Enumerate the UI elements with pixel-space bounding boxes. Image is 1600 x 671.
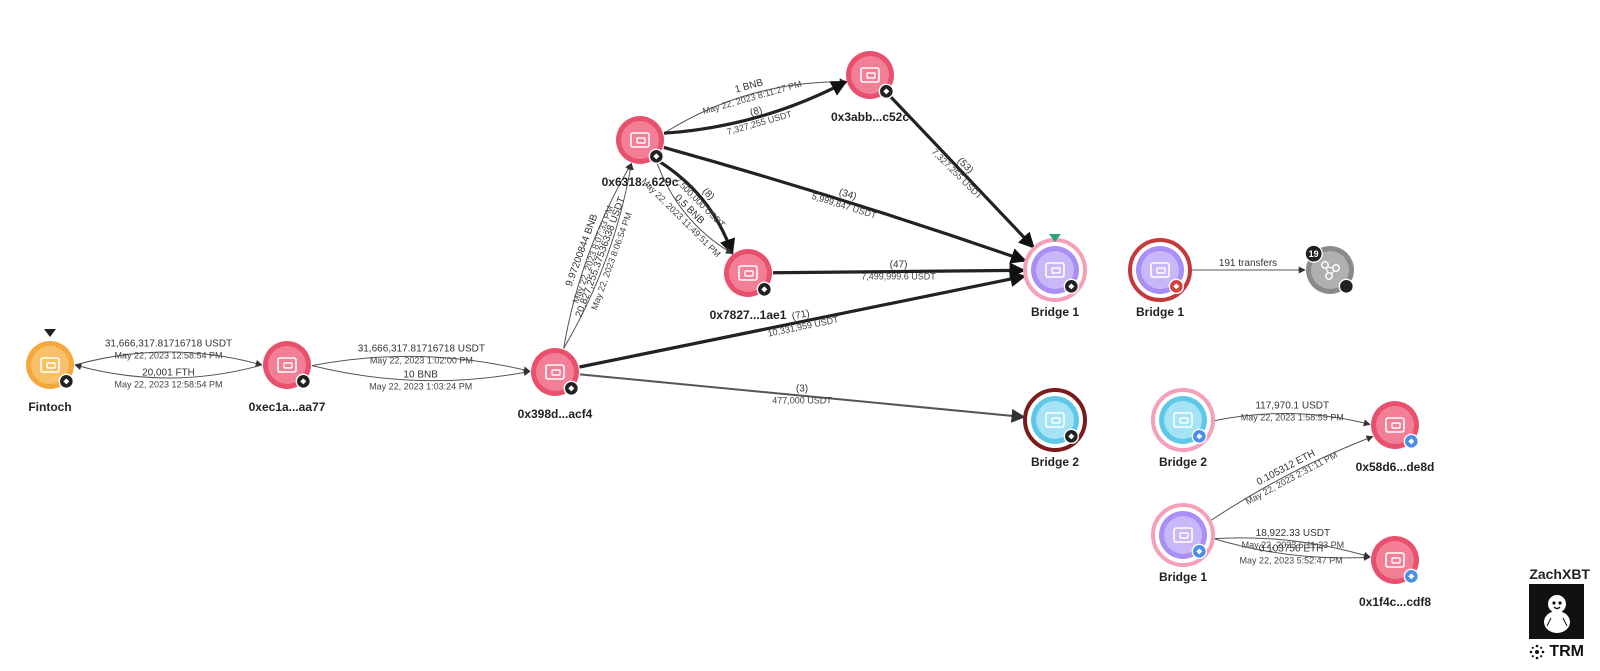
edge-label-group: 117,970.1 USDTMay 22, 2023 1:58:59 PM [1241,401,1344,423]
node-fintoch[interactable]: Fintoch [26,329,74,414]
node-label: Bridge 2 [1031,455,1079,469]
flow-diagram: 31,666,317.81716718 USDTMay 22, 2023 12:… [0,0,1600,671]
svg-text:(47): (47) [890,260,908,271]
node-6318[interactable]: 0x6318...629c [602,116,679,189]
node-ec1a[interactable]: 0xec1a...aa77 [249,341,326,414]
svg-text:31,666,317.81716718 USDT: 31,666,317.81716718 USDT [105,339,232,350]
svg-text:10 BNB: 10 BNB [403,370,438,381]
node-label: Bridge 1 [1159,570,1207,584]
author-logo [1529,584,1584,639]
svg-text:(3): (3) [796,384,808,395]
edge-label-group: 0.105312 ETHMay 22, 2023 2:31:11 PM [1238,439,1339,507]
svg-text:18,922.33 USDT: 18,922.33 USDT [1256,528,1331,539]
node-label: Bridge 2 [1159,455,1207,469]
node-label: 0x6318...629c [602,175,679,189]
svg-text:20,001 FTH: 20,001 FTH [142,367,195,378]
node-label: Fintoch [28,400,71,414]
svg-text:May 22, 2023 5:52:47 PM: May 22, 2023 5:52:47 PM [1240,555,1343,565]
node-label: Bridge 1 [1031,305,1079,319]
svg-text:0.103756 ETH: 0.103756 ETH [1259,543,1324,554]
node-3abb[interactable]: 0x3abb...c52c [831,51,909,124]
node-1f4c[interactable]: 0x1f4c...cdf8 [1359,536,1431,609]
node-bridge2b[interactable]: Bridge 2 [1153,390,1213,469]
edge-label-group: 31,666,317.81716718 USDTMay 22, 2023 12:… [105,339,232,361]
svg-text:7,327,255 USDT: 7,327,255 USDT [930,147,985,202]
svg-text:7,499,999.6 USDT: 7,499,999.6 USDT [861,272,936,282]
node-label: 0x58d6...de8d [1356,460,1435,474]
svg-text:191 transfers: 191 transfers [1219,258,1277,269]
node-label: 0x398d...acf4 [518,407,593,421]
edge-label-group: 31,666,317.81716718 USDTMay 22, 2023 1:0… [358,343,485,365]
node-7827[interactable]: 0x7827...1ae1 [710,249,787,322]
node-bridge1c[interactable]: Bridge 1 [1153,505,1213,584]
watermark: ZachXBT TRM [1529,566,1590,661]
node-bridge2a[interactable]: Bridge 2 [1025,390,1085,469]
brand-label: TRM [1529,643,1590,661]
author-label: ZachXBT [1529,566,1590,582]
node-bridge1a[interactable]: Bridge 1 [1025,234,1085,319]
svg-text:May 22, 2023 12:58:54 PM: May 22, 2023 12:58:54 PM [114,379,222,389]
svg-text:117,970.1 USDT: 117,970.1 USDT [1255,401,1329,412]
node-398d[interactable]: 0x398d...acf4 [518,348,593,421]
svg-text:31,666,317.81716718 USDT: 31,666,317.81716718 USDT [358,343,485,354]
svg-text:May 22, 2023 1:03:24 PM: May 22, 2023 1:03:24 PM [369,382,472,392]
node-label: Bridge 1 [1136,305,1184,319]
node-label: 0x3abb...c52c [831,110,909,124]
node-label: 0x1f4c...cdf8 [1359,595,1431,609]
svg-text:477,000 USDT: 477,000 USDT [772,396,832,406]
svg-text:May 22, 2023 12:58:54 PM: May 22, 2023 12:58:54 PM [114,351,222,361]
node-label: 0x7827...1ae1 [710,308,787,322]
node-label: 0xec1a...aa77 [249,400,326,414]
node-bridge1b[interactable]: Bridge 1 [1130,240,1190,319]
svg-text:19: 19 [1309,249,1319,259]
svg-text:May 22, 2023 1:02:00 PM: May 22, 2023 1:02:00 PM [370,355,473,365]
edge-label-group: 191 transfers [1219,258,1277,269]
node-cluster[interactable]: 19 [1305,245,1354,294]
svg-text:May 22, 2023 1:58:59 PM: May 22, 2023 1:58:59 PM [1241,413,1344,423]
node-58d6[interactable]: 0x58d6...de8d [1356,401,1435,474]
